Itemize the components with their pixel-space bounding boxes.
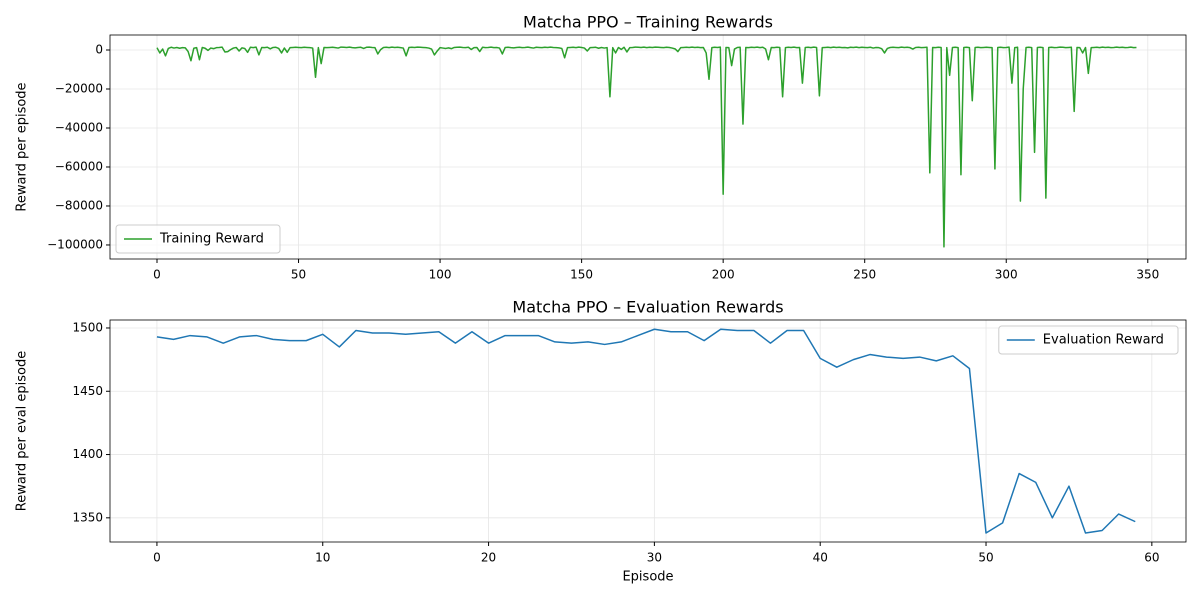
y-tick-label: −20000 (55, 82, 103, 96)
x-tick-label: 200 (712, 268, 735, 282)
x-tick-label: 250 (853, 268, 876, 282)
y-tick-label: −40000 (55, 120, 103, 134)
y-tick-label: 1400 (72, 447, 103, 461)
y-tick-label: 1450 (72, 384, 103, 398)
chart-title: Matcha PPO – Training Rewards (523, 13, 773, 32)
x-tick-label: 300 (995, 268, 1018, 282)
y-tick-label: 1500 (72, 320, 103, 334)
x-tick-label: 10 (315, 551, 330, 565)
x-tick-label: 0 (153, 268, 161, 282)
series-line (156, 328, 1136, 534)
y-tick-label: −100000 (47, 237, 103, 251)
y-tick-label: −80000 (55, 198, 103, 212)
y-tick-label: 1350 (72, 510, 103, 524)
x-tick-label: 40 (813, 551, 828, 565)
x-tick-label: 20 (481, 551, 496, 565)
plot-frame (109, 319, 1187, 543)
x-tick-label: 60 (1144, 551, 1159, 565)
legend-box (115, 224, 281, 254)
y-axis-label: Reward per episode (15, 82, 30, 211)
y-tick-label: −60000 (55, 159, 103, 173)
x-tick-label: 50 (978, 551, 993, 565)
y-tick-label: 0 (95, 43, 103, 57)
x-tick-label: 50 (291, 268, 306, 282)
x-tick-label: 100 (429, 268, 452, 282)
chart-title: Matcha PPO – Evaluation Rewards (512, 298, 783, 317)
x-tick-label: 30 (647, 551, 662, 565)
legend-label: Evaluation Reward (1043, 333, 1164, 348)
y-axis-label: Reward per eval episode (15, 351, 30, 512)
x-tick-label: 350 (1136, 268, 1159, 282)
x-axis-label: Episode (622, 570, 673, 585)
legend-box (998, 325, 1179, 355)
plot-frame (109, 34, 1187, 260)
x-tick-label: 150 (570, 268, 593, 282)
x-tick-label: 0 (153, 551, 161, 565)
series-line (156, 46, 1137, 248)
legend-label: Training Reward (159, 232, 264, 247)
